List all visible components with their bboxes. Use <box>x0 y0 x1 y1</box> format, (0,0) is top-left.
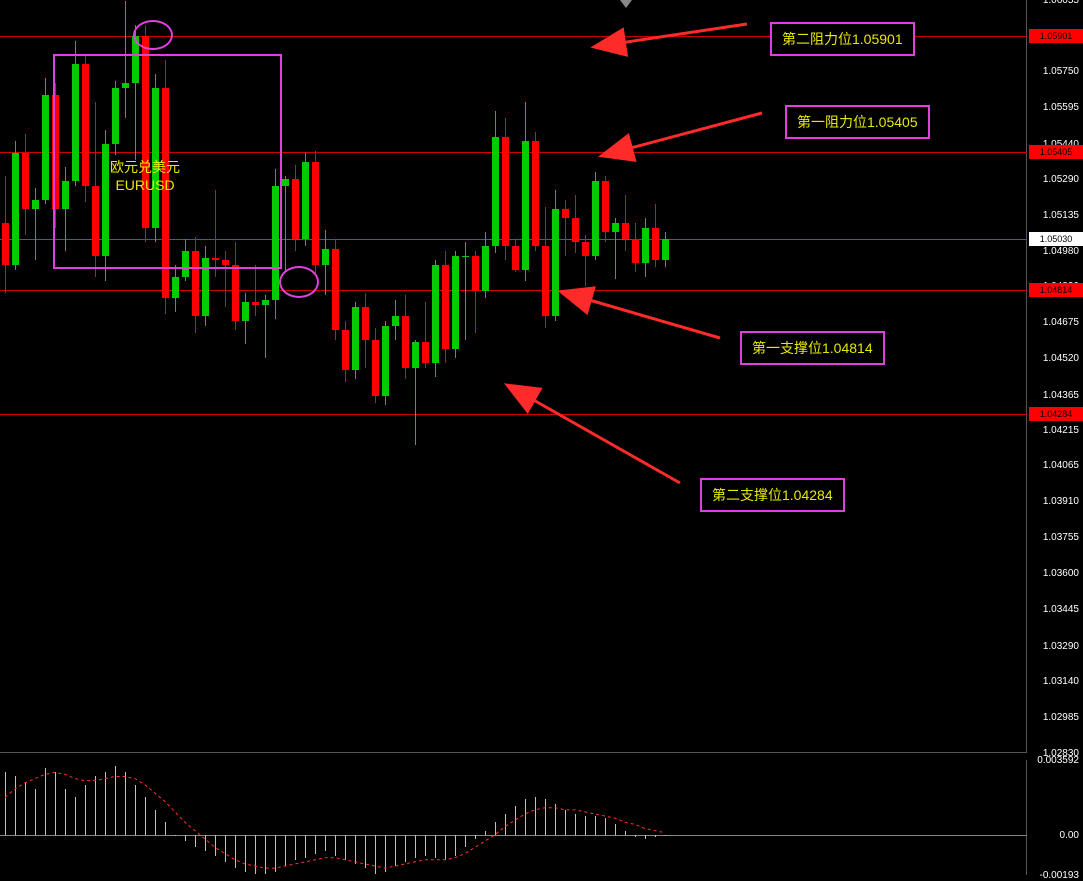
candle <box>302 153 309 246</box>
y-tick-label: 1.03755 <box>1043 532 1079 543</box>
line-price-label: 1.05405 <box>1029 145 1083 159</box>
candle <box>622 195 629 251</box>
candle <box>32 188 39 260</box>
y-tick-label: 1.04675 <box>1043 317 1079 328</box>
candle <box>502 118 509 260</box>
candle <box>372 328 379 403</box>
candle <box>2 176 9 293</box>
candle <box>632 223 639 272</box>
candle <box>572 195 579 253</box>
y-tick-label: 1.05135 <box>1043 210 1079 221</box>
macd-signal <box>0 760 1027 875</box>
y-tick-label: 1.05750 <box>1043 66 1079 77</box>
candle <box>452 251 459 358</box>
candle <box>332 239 339 339</box>
symbol-title: 欧元兑美元 EURUSD <box>110 158 180 194</box>
annotation-label: 第二支撑位1.04284 <box>700 478 845 512</box>
candle <box>322 230 329 295</box>
y-tick-label: 1.04980 <box>1043 246 1079 257</box>
candle <box>172 265 179 312</box>
indicator-y-axis: 0.0035920.00-0.00193 <box>1027 760 1083 875</box>
line-price-label: 1.05901 <box>1029 29 1083 43</box>
y-tick-label: 1.04365 <box>1043 390 1079 401</box>
candle <box>352 302 359 379</box>
y-tick-label: 1.06055 <box>1043 0 1079 6</box>
y-tick-label: 1.03290 <box>1043 641 1079 652</box>
candle <box>392 300 399 340</box>
candle <box>612 218 619 279</box>
candle <box>412 340 419 445</box>
y-tick-label: 1.03445 <box>1043 604 1079 615</box>
candle <box>442 251 449 363</box>
line-price-label: 1.04284 <box>1029 407 1083 421</box>
indicator-chart[interactable] <box>0 760 1027 875</box>
candle <box>252 265 259 316</box>
candle <box>422 302 429 367</box>
price-chart[interactable]: 欧元兑美元 EURUSD 第二阻力位1.05901 第一阻力位1.05405 第一支… <box>0 0 1027 753</box>
candle <box>582 235 589 286</box>
indicator-y-label: -0.00193 <box>1040 870 1079 881</box>
y-tick-label: 1.04215 <box>1043 425 1079 436</box>
candle <box>432 260 439 377</box>
price-y-axis: 1.060551.059001.057501.055951.054401.052… <box>1027 0 1083 753</box>
candle <box>462 242 469 340</box>
indicator-y-label: 0.003592 <box>1037 755 1079 766</box>
y-tick-label: 1.03600 <box>1043 568 1079 579</box>
y-tick-label: 1.03910 <box>1043 496 1079 507</box>
candle <box>552 190 559 321</box>
horizontal-line <box>0 414 1027 415</box>
y-tick-label: 1.05290 <box>1043 174 1079 185</box>
candle <box>22 134 29 234</box>
line-price-label: 1.04814 <box>1029 283 1083 297</box>
candle <box>12 141 19 269</box>
y-tick-label: 1.05595 <box>1043 102 1079 113</box>
candle <box>652 204 659 267</box>
candle <box>292 165 299 251</box>
candle <box>362 293 369 368</box>
candle <box>242 293 249 344</box>
horizontal-line <box>0 290 1027 291</box>
candle <box>472 251 479 333</box>
indicator-y-label: 0.00 <box>1060 830 1079 841</box>
symbol-cn: 欧元兑美元 <box>110 158 180 176</box>
ellipse-annotation <box>133 20 173 50</box>
y-tick-label: 1.02985 <box>1043 712 1079 723</box>
candle <box>342 321 349 382</box>
candle <box>312 151 319 275</box>
candle <box>562 200 569 256</box>
candle <box>662 232 669 267</box>
candle <box>602 176 609 241</box>
candle <box>282 176 289 272</box>
annotation-label: 第一阻力位1.05405 <box>785 105 930 139</box>
y-tick-label: 1.03140 <box>1043 676 1079 687</box>
candle <box>42 78 49 204</box>
candle <box>482 232 489 297</box>
candle <box>522 102 529 282</box>
candle <box>492 111 499 253</box>
y-tick-label: 1.04065 <box>1043 460 1079 471</box>
candle <box>592 172 599 261</box>
candle <box>382 321 389 405</box>
candle <box>642 218 649 276</box>
y-tick-label: 1.04520 <box>1043 353 1079 364</box>
symbol-en: EURUSD <box>110 176 180 194</box>
annotation-label: 第二阻力位1.05901 <box>770 22 915 56</box>
candle <box>542 207 549 328</box>
candle <box>262 295 269 358</box>
candle <box>402 295 409 379</box>
candle <box>512 239 519 272</box>
ellipse-annotation <box>279 266 319 298</box>
annotation-label: 第一支撑位1.04814 <box>740 331 885 365</box>
candle <box>532 132 539 251</box>
current-price-label: 1.05030 <box>1029 232 1083 246</box>
